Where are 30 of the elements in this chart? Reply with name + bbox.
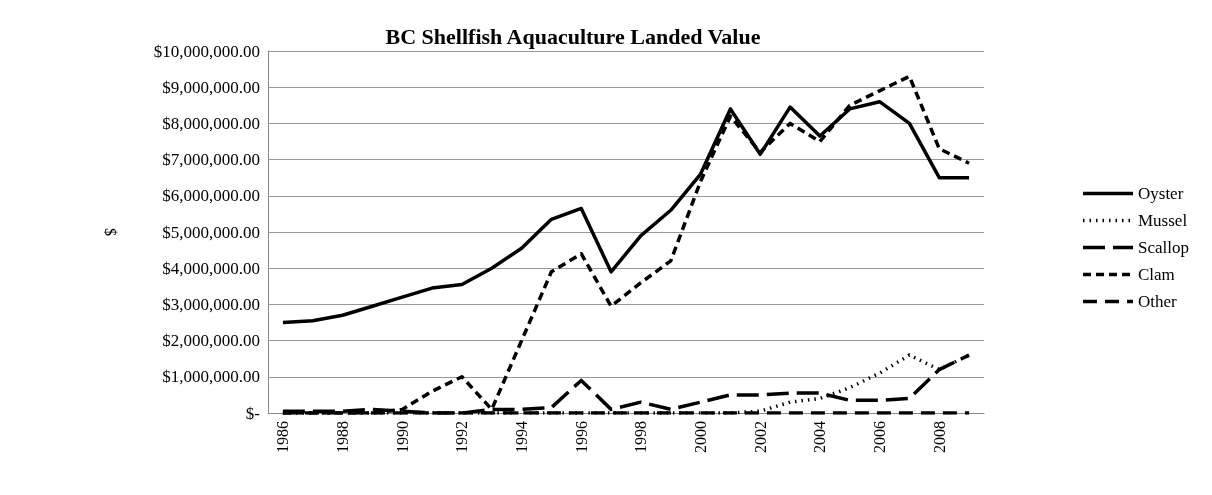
- y-tick-label: $8,000,000.00: [162, 113, 260, 133]
- x-tick-label: 1996: [572, 421, 590, 453]
- x-tick-label: 1988: [334, 421, 352, 453]
- x-tick-label: 1994: [513, 421, 531, 453]
- y-tick-label: $9,000,000.00: [162, 77, 260, 97]
- x-tick-label: 1986: [274, 421, 292, 453]
- chart-title: BC Shellfish Aquaculture Landed Value: [385, 23, 761, 49]
- y-tick-label: $1,000,000.00: [162, 367, 260, 387]
- legend-label: Mussel: [1138, 211, 1188, 230]
- y-tick-label: $4,000,000.00: [162, 258, 260, 278]
- x-tick-label: 1992: [453, 421, 471, 453]
- y-tick-label: $3,000,000.00: [162, 294, 260, 314]
- y-axis-title: $: [101, 228, 119, 236]
- y-tick-label: $-: [245, 403, 261, 423]
- y-tick-label: $5,000,000.00: [162, 222, 260, 242]
- legend-label: Clam: [1138, 265, 1175, 284]
- x-tick-label: 2002: [751, 421, 769, 453]
- x-tick-label: 1998: [632, 421, 650, 453]
- y-tick-label: $10,000,000.00: [153, 41, 260, 61]
- legend-label: Other: [1138, 292, 1178, 311]
- x-tick-label: 2008: [930, 421, 948, 453]
- legend-label: Scallop: [1138, 238, 1190, 257]
- y-tick-label: $6,000,000.00: [162, 186, 260, 206]
- x-tick-label: 2000: [692, 421, 710, 453]
- x-tick-label: 2006: [871, 421, 889, 453]
- legend-label: Oyster: [1138, 184, 1184, 203]
- y-tick-label: $7,000,000.00: [162, 150, 260, 170]
- x-tick-label: 2004: [811, 421, 829, 453]
- y-tick-label: $2,000,000.00: [162, 331, 260, 351]
- x-tick-label: 1990: [393, 421, 411, 453]
